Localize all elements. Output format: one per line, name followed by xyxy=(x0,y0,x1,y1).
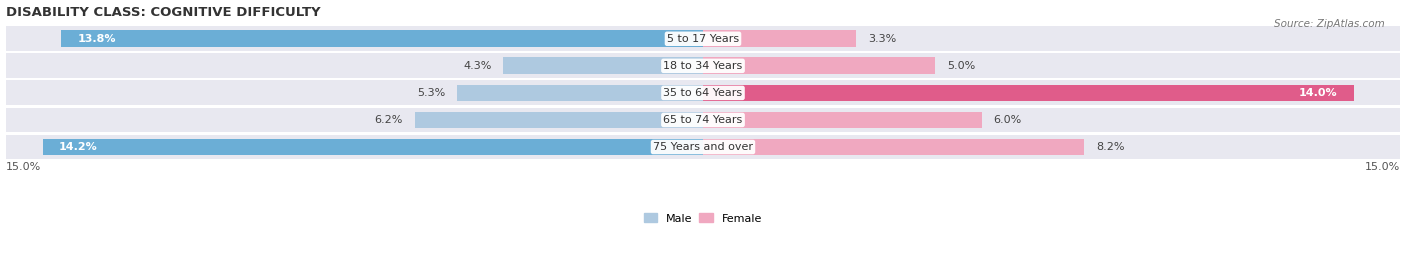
Bar xyxy=(6,107,1400,132)
Bar xyxy=(6,80,1400,105)
Bar xyxy=(6,26,1400,51)
Text: 6.2%: 6.2% xyxy=(375,115,404,125)
Text: 18 to 34 Years: 18 to 34 Years xyxy=(664,61,742,71)
Bar xyxy=(703,139,1084,156)
Text: 15.0%: 15.0% xyxy=(1365,162,1400,172)
Text: 75 Years and over: 75 Years and over xyxy=(652,142,754,152)
Bar xyxy=(6,53,1400,78)
Bar xyxy=(503,58,703,74)
Bar xyxy=(703,58,935,74)
Text: 3.3%: 3.3% xyxy=(868,34,896,44)
Bar xyxy=(457,85,703,101)
Text: DISABILITY CLASS: COGNITIVE DIFFICULTY: DISABILITY CLASS: COGNITIVE DIFFICULTY xyxy=(6,6,321,19)
Text: Source: ZipAtlas.com: Source: ZipAtlas.com xyxy=(1274,19,1385,29)
Bar xyxy=(6,134,1400,160)
Text: 14.2%: 14.2% xyxy=(59,142,98,152)
Text: 6.0%: 6.0% xyxy=(994,115,1022,125)
Bar xyxy=(62,31,703,47)
Text: 5.3%: 5.3% xyxy=(416,88,444,98)
Text: 5 to 17 Years: 5 to 17 Years xyxy=(666,34,740,44)
Bar xyxy=(703,31,856,47)
Text: 35 to 64 Years: 35 to 64 Years xyxy=(664,88,742,98)
Bar xyxy=(703,85,1354,101)
Bar xyxy=(42,139,703,156)
Bar xyxy=(415,112,703,128)
Legend: Male, Female: Male, Female xyxy=(640,209,766,228)
Text: 14.0%: 14.0% xyxy=(1299,88,1337,98)
Text: 13.8%: 13.8% xyxy=(77,34,117,44)
Text: 8.2%: 8.2% xyxy=(1095,142,1125,152)
Bar xyxy=(703,112,981,128)
Text: 65 to 74 Years: 65 to 74 Years xyxy=(664,115,742,125)
Text: 15.0%: 15.0% xyxy=(6,162,41,172)
Text: 5.0%: 5.0% xyxy=(948,61,976,71)
Text: 4.3%: 4.3% xyxy=(463,61,492,71)
